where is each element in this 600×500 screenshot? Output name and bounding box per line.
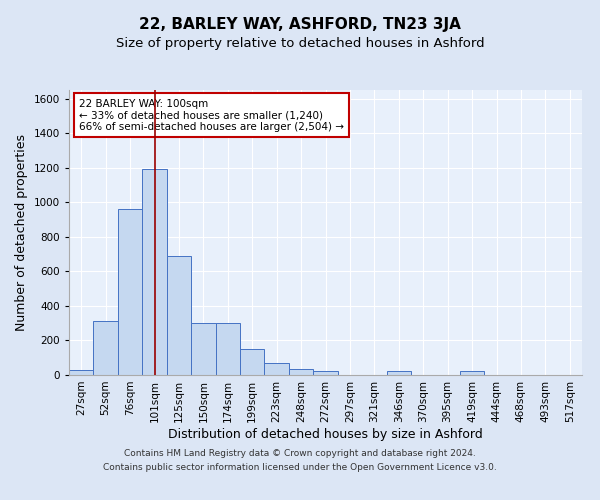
X-axis label: Distribution of detached houses by size in Ashford: Distribution of detached houses by size … [168, 428, 483, 440]
Text: 22, BARLEY WAY, ASHFORD, TN23 3JA: 22, BARLEY WAY, ASHFORD, TN23 3JA [139, 18, 461, 32]
Bar [94, 322, 118, 375]
Y-axis label: Number of detached properties: Number of detached properties [15, 134, 28, 331]
Bar [289, 369, 313, 375]
Text: Contains HM Land Registry data © Crown copyright and database right 2024.: Contains HM Land Registry data © Crown c… [124, 448, 476, 458]
Bar [240, 349, 265, 375]
Text: Contains public sector information licensed under the Open Government Licence v3: Contains public sector information licen… [103, 464, 497, 472]
Bar [386, 370, 411, 375]
Bar [69, 370, 94, 375]
Bar [191, 323, 215, 375]
Bar [460, 370, 484, 375]
Text: 22 BARLEY WAY: 100sqm
← 33% of detached houses are smaller (1,240)
66% of semi-d: 22 BARLEY WAY: 100sqm ← 33% of detached … [79, 98, 344, 132]
Bar [265, 363, 289, 375]
Bar [167, 256, 191, 375]
Text: Size of property relative to detached houses in Ashford: Size of property relative to detached ho… [116, 38, 484, 51]
Bar [215, 323, 240, 375]
Bar [142, 168, 167, 375]
Bar [118, 209, 142, 375]
Bar [313, 370, 338, 375]
